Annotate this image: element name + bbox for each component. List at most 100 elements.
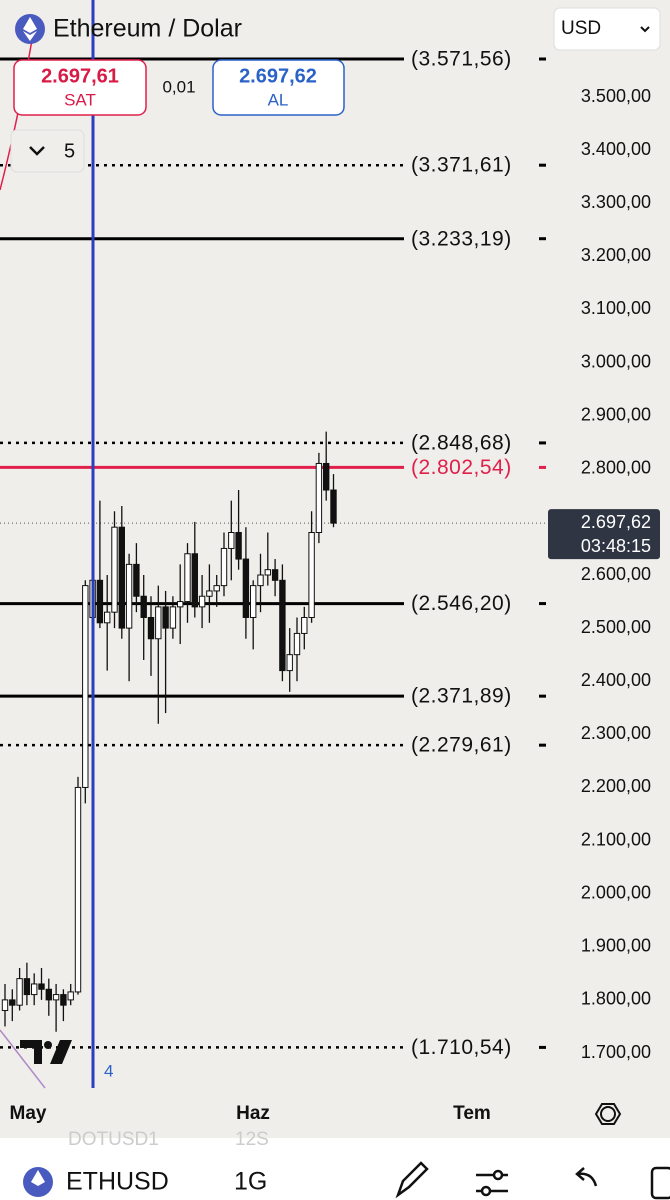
candle-body (1, 999, 9, 1012)
eth-icon-glyph (31, 1170, 45, 1186)
indicator-curve (0, 1029, 46, 1089)
candle-body (228, 532, 235, 549)
candle-body (177, 601, 184, 608)
y-tick-label: 3.500,00 (581, 86, 651, 106)
candle-body (220, 547, 228, 587)
level-label: (2.279,61) (411, 734, 512, 757)
undo-icon[interactable] (575, 1167, 598, 1187)
candle-body (308, 532, 315, 618)
y-tick-label: 2.300,00 (581, 723, 651, 743)
candle-body (52, 994, 60, 1001)
y-tick-label: 2.400,00 (581, 670, 651, 690)
candle-body (330, 489, 337, 524)
bottom-bar (0, 1138, 670, 1200)
candle-body (140, 595, 147, 618)
candle-body (191, 553, 199, 608)
buy-label: AL (268, 90, 289, 109)
faded-interval: 12S (235, 1129, 269, 1150)
sell-price: 2.697,61 (41, 65, 119, 87)
plot: (3.571,56) (3.371,61) (3.233,19) (2.848,68)… (0, 48, 548, 1059)
candle-body (74, 786, 82, 993)
buy-button[interactable] (212, 59, 345, 116)
candle-body (293, 632, 301, 656)
sell-label: SAT (64, 90, 96, 109)
draw-icon[interactable] (395, 1161, 429, 1199)
candle-body (31, 983, 38, 996)
spread: 0,01 (162, 77, 195, 96)
candle-body (125, 563, 133, 629)
y-tick-label: 3.400,00 (581, 139, 651, 159)
candle-body (235, 532, 242, 560)
countdown: 03:48:15 (581, 536, 651, 556)
y-tick-label: 3.000,00 (581, 351, 651, 371)
tv-logo (20, 1040, 72, 1064)
faded-symbol: DOTUSD1 (68, 1129, 159, 1150)
candle-body (301, 616, 308, 634)
candle-body (82, 585, 89, 788)
candle-body (206, 590, 213, 597)
candle-body (16, 978, 23, 1006)
y-tick-label: 2.800,00 (581, 458, 651, 478)
y-tick-label: 2.100,00 (581, 829, 651, 849)
candle-body (257, 574, 264, 587)
last-price-box (548, 509, 660, 560)
y-tick-label: 3.300,00 (581, 192, 651, 212)
settings-icon[interactable] (600, 1106, 616, 1122)
candle-body (45, 988, 52, 1001)
settings-icon (594, 1103, 622, 1125)
indicator-curve (0, 39, 33, 191)
y-tick-label: 2.600,00 (581, 564, 651, 584)
candle-body (279, 579, 286, 672)
candle-body (323, 462, 330, 491)
level-label: (3.233,19) (411, 227, 512, 250)
candle-body (9, 999, 16, 1006)
candle-body (147, 616, 155, 640)
candle-body (118, 526, 125, 629)
symbol[interactable]: ETHUSD (66, 1168, 169, 1196)
interval[interactable]: 1G (234, 1168, 267, 1196)
level-label: (2.802,54) (411, 456, 512, 479)
candle-body (96, 579, 104, 624)
sell-button[interactable] (13, 59, 147, 116)
candle-body (271, 569, 279, 581)
candle-body (38, 983, 45, 990)
y-tick-label: 2.500,00 (581, 617, 651, 637)
candle-body (60, 994, 67, 1006)
candle-body (242, 558, 250, 618)
indicators-toggle[interactable] (10, 129, 85, 173)
indicators-icon (480, 1185, 492, 1197)
candle-body (169, 606, 177, 629)
level-label: (1.710,54) (411, 1036, 512, 1059)
candle-body (213, 585, 220, 592)
x-axis: May Haz Tem (10, 1103, 491, 1124)
candle-body (104, 611, 111, 624)
level-label: (2.371,89) (411, 685, 512, 708)
level-label: (3.371,61) (411, 154, 512, 177)
candle-body (133, 563, 140, 597)
x-tick-label: Tem (453, 1103, 491, 1124)
symbol-title: Ethereum / Dolar (53, 15, 242, 43)
candle-body (155, 606, 162, 640)
currency: USD (561, 18, 601, 39)
y-tick-label: 3.100,00 (581, 298, 651, 318)
candle-body (23, 978, 31, 996)
tv-logo (44, 1041, 52, 1049)
chevron (29, 146, 45, 156)
indicator-count: 5 (64, 140, 75, 162)
y-tick-label: 1.900,00 (581, 936, 651, 956)
y-tick-label: 2.900,00 (581, 404, 651, 424)
level-label: (2.848,68) (411, 431, 512, 454)
y-tick-label: 3.200,00 (581, 245, 651, 265)
more-icon[interactable] (650, 1166, 670, 1200)
y-tick-label: 1.800,00 (581, 989, 651, 1009)
marker-label: 4 (104, 1061, 113, 1080)
candle-body (264, 569, 272, 576)
currency-select[interactable] (553, 7, 661, 51)
x-tick-label: Haz (236, 1103, 270, 1124)
candle-body (67, 991, 74, 1001)
indicators-icon (492, 1169, 504, 1181)
y-tick-label: 1.700,00 (581, 1042, 651, 1062)
candle-body (198, 595, 206, 608)
